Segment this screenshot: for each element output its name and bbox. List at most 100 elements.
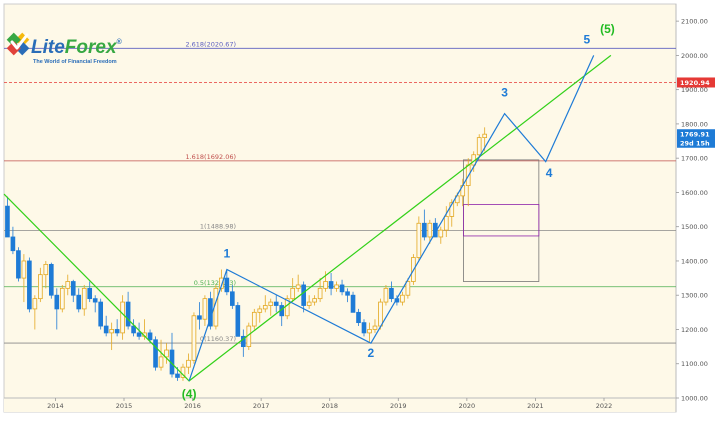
x-tick-label: 2015 <box>116 402 133 410</box>
candle-body <box>219 277 224 289</box>
candle-body <box>389 287 394 300</box>
candle-body <box>38 274 43 300</box>
candle-body <box>27 260 32 310</box>
candle-body <box>323 281 328 289</box>
wave-label: (5) <box>600 22 615 36</box>
y-tick-label: 1500.00 <box>681 223 708 231</box>
logo-name-forex: Forex <box>65 37 118 58</box>
candle-body <box>416 222 422 258</box>
wave-label: (4) <box>182 387 197 401</box>
candle-body <box>400 294 405 303</box>
candle-body <box>114 329 120 334</box>
candle-body <box>449 202 455 217</box>
candle-body <box>312 298 317 303</box>
candle-body <box>378 301 383 327</box>
price-badge <box>677 129 715 140</box>
x-tick-label: 2017 <box>253 402 270 410</box>
candle-body <box>334 284 339 289</box>
candle-body <box>383 287 389 303</box>
candle-body <box>367 329 372 334</box>
logo-name-lite: Lite <box>31 37 65 58</box>
candle-body <box>43 263 49 276</box>
y-tick-label: 2000.00 <box>681 52 708 60</box>
price-badge-label: 1920.94 <box>680 79 710 87</box>
candle-body <box>422 222 427 238</box>
candle-body <box>356 311 361 324</box>
time-axis-background <box>4 398 676 412</box>
candle-body <box>70 281 76 296</box>
candle-body <box>224 277 230 293</box>
candle-body <box>240 335 246 348</box>
level-label: 2.618(2020.67) <box>185 40 236 48</box>
y-tick-label: 1900.00 <box>681 86 708 94</box>
x-tick-label: 2020 <box>459 402 476 410</box>
x-tick-label: 2022 <box>596 402 613 410</box>
candle-body <box>164 349 169 358</box>
candle-body <box>427 222 433 238</box>
candle-body <box>147 332 153 341</box>
candle-body <box>438 229 444 238</box>
candle-body <box>98 301 104 327</box>
price-badge <box>677 137 715 148</box>
level-label: 0.5(1324.63) <box>194 279 236 287</box>
candle-body <box>405 281 411 296</box>
price-axis-background <box>676 4 716 412</box>
candle-body <box>257 308 263 313</box>
y-tick-label: 2100.00 <box>681 18 708 26</box>
candle-body <box>54 294 60 310</box>
candle-body <box>16 250 21 279</box>
candle-body <box>372 325 378 330</box>
candle-body <box>175 373 180 378</box>
candle-body <box>230 291 235 306</box>
x-tick-label: 2018 <box>321 402 338 410</box>
candle-body <box>158 356 164 368</box>
candle-body <box>5 205 10 238</box>
candle-body <box>273 301 279 306</box>
candle-body <box>339 284 345 293</box>
candle-body <box>65 281 71 289</box>
candle-body <box>48 263 54 296</box>
candle-body <box>87 287 93 300</box>
candle-body <box>120 301 125 334</box>
candle-body <box>295 284 301 289</box>
candle-body <box>59 287 65 310</box>
candle-body <box>197 315 202 320</box>
blue-wave-line <box>188 55 595 382</box>
wave-label: 4 <box>546 166 553 180</box>
candle-body <box>10 236 16 252</box>
candle-body <box>235 305 241 337</box>
wave-label: 5 <box>584 32 591 46</box>
candle-body <box>103 325 109 334</box>
candle-body <box>21 260 27 279</box>
logo-tagline: The World of Financial Freedom <box>33 59 117 65</box>
y-tick-label: 1700.00 <box>681 155 708 163</box>
candle-body <box>136 332 142 337</box>
y-tick-label: 1800.00 <box>681 120 708 128</box>
x-tick-label: 2014 <box>47 402 64 410</box>
candle-body <box>345 291 350 296</box>
candle-body <box>153 339 158 368</box>
candle-body <box>482 133 488 139</box>
y-tick-label: 1100.00 <box>681 360 708 368</box>
candle-body <box>361 322 367 334</box>
y-tick-label: 1300.00 <box>681 292 708 300</box>
level-label: 1(1488.98) <box>200 222 236 230</box>
price-badge <box>677 77 715 88</box>
candle-body <box>476 137 482 156</box>
price-badge-label: 1769.91 <box>680 131 710 139</box>
level-label: 1.618(1692.06) <box>185 153 236 161</box>
y-tick-label: 1200.00 <box>681 326 708 334</box>
candle-body <box>290 287 296 300</box>
candle-body <box>92 298 98 303</box>
x-tick-label: 2019 <box>390 402 407 410</box>
x-tick-label: 2016 <box>184 402 201 410</box>
level-label: 0(1160.37) <box>200 335 236 343</box>
candle-body <box>191 315 197 361</box>
candle-body <box>202 298 208 320</box>
candle-body <box>317 287 323 300</box>
candle-body <box>125 301 131 327</box>
candle-body <box>268 301 274 306</box>
logo-registered-mark: ® <box>117 38 123 46</box>
candle-body <box>301 284 306 306</box>
